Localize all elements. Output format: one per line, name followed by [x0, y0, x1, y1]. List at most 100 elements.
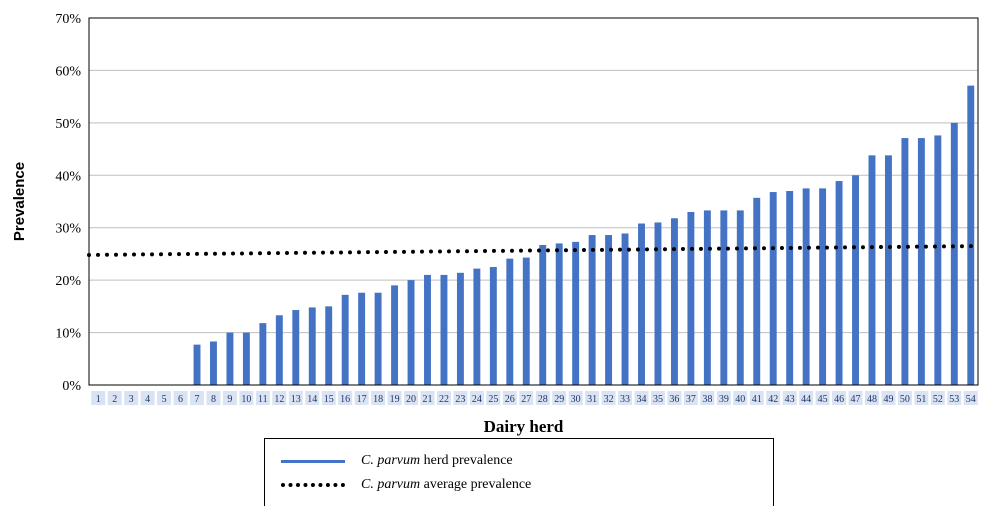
x-tick-label: 54: [966, 394, 976, 405]
x-tick-label: 18: [373, 394, 383, 405]
x-tick-label: 11: [258, 394, 268, 405]
bar: [358, 292, 366, 385]
y-tick-label: 0%: [62, 379, 81, 394]
bar: [819, 188, 827, 385]
x-tick-highlight: [404, 391, 419, 405]
x-tick-highlight: [206, 391, 221, 405]
x-tick-highlight: [469, 391, 484, 405]
x-tick-highlight: [107, 391, 122, 405]
bar: [621, 233, 629, 385]
x-tick-label: 38: [702, 394, 712, 405]
x-tick-label: 32: [604, 394, 614, 405]
bar: [292, 310, 300, 385]
bar: [325, 306, 333, 385]
x-tick-label: 23: [455, 394, 465, 405]
x-tick-highlight: [190, 391, 205, 405]
x-tick-highlight: [601, 391, 616, 405]
x-tick-label: 39: [719, 394, 729, 405]
y-tick-label: 60%: [55, 64, 81, 79]
x-tick-label: 13: [291, 394, 301, 405]
x-tick-label: 6: [178, 394, 183, 405]
x-tick-label: 15: [324, 394, 334, 405]
x-tick-label: 44: [801, 394, 811, 405]
x-tick-highlight: [667, 391, 682, 405]
x-tick-highlight: [782, 391, 797, 405]
x-tick-highlight: [914, 391, 929, 405]
x-tick-label: 29: [554, 394, 564, 405]
x-tick-highlight: [519, 391, 534, 405]
bar: [753, 197, 761, 385]
bar: [308, 307, 316, 385]
bar: [489, 267, 497, 385]
x-tick-label: 9: [227, 394, 232, 405]
x-tick-highlight: [321, 391, 336, 405]
x-tick-label: 45: [818, 394, 828, 405]
x-tick-highlight: [91, 391, 106, 405]
bar: [259, 323, 267, 385]
bar: [522, 257, 530, 385]
x-tick-highlight: [453, 391, 468, 405]
x-tick-highlight: [897, 391, 912, 405]
bar: [572, 241, 580, 385]
x-tick-highlight: [749, 391, 764, 405]
x-tick-highlight: [222, 391, 237, 405]
x-tick-highlight: [650, 391, 665, 405]
x-tick-highlight: [585, 391, 600, 405]
x-tick-highlight: [140, 391, 155, 405]
y-tick-label: 70%: [55, 12, 81, 27]
legend-label: average prevalence: [423, 477, 532, 492]
x-tick-label: 42: [768, 394, 778, 405]
x-tick-highlight: [568, 391, 583, 405]
x-tick-label: 47: [851, 394, 861, 405]
bar: [901, 138, 909, 385]
bar: [391, 285, 399, 385]
bar: [341, 294, 349, 385]
bar: [506, 258, 514, 385]
bar: [769, 192, 777, 385]
legend-item-herd-prevalence: C. parvum herd prevalence: [281, 453, 513, 469]
x-tick-highlight: [832, 391, 847, 405]
x-tick-label: 19: [390, 394, 400, 405]
x-tick-label: 30: [571, 394, 581, 405]
x-tick-highlight: [864, 391, 879, 405]
x-tick-label: 33: [620, 394, 630, 405]
x-tick-label: 14: [307, 394, 317, 405]
bar: [456, 272, 464, 385]
x-tick-label: 28: [538, 394, 548, 405]
bar: [934, 135, 942, 385]
x-tick-label: 26: [505, 394, 515, 405]
x-tick-highlight: [354, 391, 369, 405]
bar: [835, 181, 843, 385]
x-tick-label: 12: [274, 394, 284, 405]
x-tick-highlight: [634, 391, 649, 405]
bar: [424, 274, 431, 385]
x-tick-highlight: [173, 391, 188, 405]
bar: [539, 245, 547, 385]
bar: [703, 210, 711, 385]
x-tick-label: 27: [521, 394, 531, 405]
bar: [670, 218, 678, 385]
x-tick-highlight: [683, 391, 698, 405]
plot-frame: [88, 17, 979, 386]
x-tick-highlight: [420, 391, 435, 405]
x-tick-label: 37: [686, 394, 696, 405]
x-tick-highlight: [486, 391, 501, 405]
x-tick-label: 41: [752, 394, 762, 405]
y-tick-label: 10%: [55, 327, 81, 342]
y-tick-label: 30%: [55, 222, 81, 237]
legend-label: herd prevalence: [423, 453, 513, 468]
x-tick-label: 24: [472, 394, 482, 405]
x-tick-highlight: [799, 391, 814, 405]
x-tick-label: 48: [867, 394, 877, 405]
legend-species-label: C. parvum: [361, 453, 421, 468]
x-tick-label: 22: [439, 394, 449, 405]
prevalence-bar-chart: 0%10%20%30%40%50%60%70% 1 2 3 4 5 6 7 8 9 10 11 12 1…: [11, 12, 980, 436]
x-tick-label: 51: [916, 394, 926, 405]
x-tick-highlight: [338, 391, 353, 405]
legend-swatch-dotted-line: [281, 483, 345, 487]
x-tick-highlight: [239, 391, 254, 405]
x-tick-highlight: [552, 391, 567, 405]
bar: [605, 235, 613, 385]
x-tick-labels: 1 2 3 4 5 6 7 8 9 10 11 12 13 14 15 16 17 18 19 20 21 22 23 24 2…: [91, 391, 978, 405]
x-tick-highlight: [436, 391, 451, 405]
